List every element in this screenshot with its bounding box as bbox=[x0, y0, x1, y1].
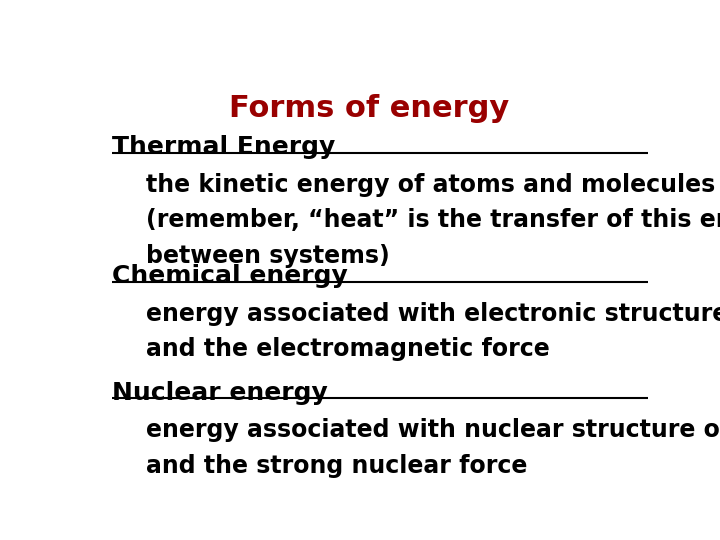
Text: (remember, “heat” is the transfer of this energy: (remember, “heat” is the transfer of thi… bbox=[145, 208, 720, 232]
Text: Forms of energy: Forms of energy bbox=[229, 94, 509, 123]
Text: and the strong nuclear force: and the strong nuclear force bbox=[145, 454, 527, 477]
Text: energy associated with electronic structure of atoms: energy associated with electronic struct… bbox=[145, 302, 720, 326]
Text: Thermal Energy: Thermal Energy bbox=[112, 136, 336, 159]
Text: between systems): between systems) bbox=[145, 244, 390, 268]
Text: and the electromagnetic force: and the electromagnetic force bbox=[145, 337, 549, 361]
Text: Nuclear energy: Nuclear energy bbox=[112, 381, 328, 405]
Text: energy associated with nuclear structure of atoms: energy associated with nuclear structure… bbox=[145, 418, 720, 442]
Text: Chemical energy: Chemical energy bbox=[112, 265, 348, 288]
Text: the kinetic energy of atoms and molecules: the kinetic energy of atoms and molecule… bbox=[145, 173, 715, 197]
